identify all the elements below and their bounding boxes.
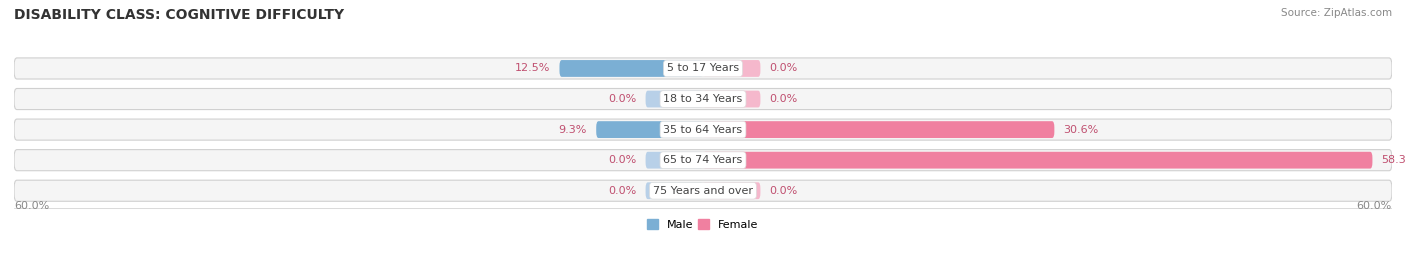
Text: 0.0%: 0.0% <box>609 94 637 104</box>
FancyBboxPatch shape <box>596 121 703 138</box>
FancyBboxPatch shape <box>14 180 1392 201</box>
Text: 35 to 64 Years: 35 to 64 Years <box>664 124 742 135</box>
FancyBboxPatch shape <box>703 152 1372 168</box>
FancyBboxPatch shape <box>14 89 1392 110</box>
Text: 0.0%: 0.0% <box>609 155 637 165</box>
FancyBboxPatch shape <box>645 182 703 199</box>
FancyBboxPatch shape <box>14 58 1392 79</box>
Text: 75 Years and over: 75 Years and over <box>652 186 754 196</box>
FancyBboxPatch shape <box>560 60 703 77</box>
FancyBboxPatch shape <box>703 182 761 199</box>
Text: 60.0%: 60.0% <box>1357 201 1392 211</box>
Text: 30.6%: 30.6% <box>1063 124 1099 135</box>
FancyBboxPatch shape <box>14 150 1392 171</box>
FancyBboxPatch shape <box>14 119 1392 140</box>
Text: 18 to 34 Years: 18 to 34 Years <box>664 94 742 104</box>
Text: 65 to 74 Years: 65 to 74 Years <box>664 155 742 165</box>
Text: DISABILITY CLASS: COGNITIVE DIFFICULTY: DISABILITY CLASS: COGNITIVE DIFFICULTY <box>14 8 344 22</box>
Legend: Male, Female: Male, Female <box>643 215 763 234</box>
Text: 0.0%: 0.0% <box>769 63 797 73</box>
Text: 60.0%: 60.0% <box>14 201 49 211</box>
FancyBboxPatch shape <box>645 152 703 168</box>
Text: 0.0%: 0.0% <box>769 186 797 196</box>
Text: 9.3%: 9.3% <box>558 124 588 135</box>
Text: 5 to 17 Years: 5 to 17 Years <box>666 63 740 73</box>
FancyBboxPatch shape <box>645 91 703 107</box>
Text: 0.0%: 0.0% <box>609 186 637 196</box>
FancyBboxPatch shape <box>703 121 1054 138</box>
FancyBboxPatch shape <box>703 60 761 77</box>
Text: 12.5%: 12.5% <box>515 63 550 73</box>
FancyBboxPatch shape <box>703 91 761 107</box>
Text: Source: ZipAtlas.com: Source: ZipAtlas.com <box>1281 8 1392 18</box>
Text: 58.3%: 58.3% <box>1382 155 1406 165</box>
Text: 0.0%: 0.0% <box>769 94 797 104</box>
